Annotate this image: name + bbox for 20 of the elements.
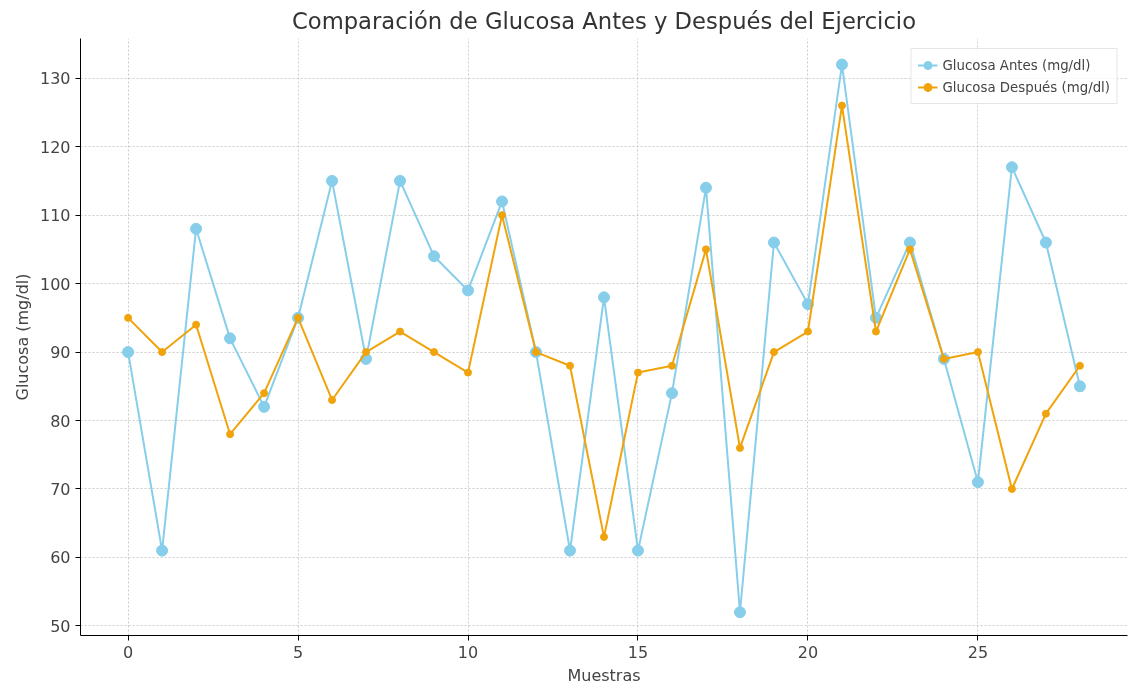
x-tick-label: 15 [627, 642, 649, 662]
y-tick-label: 130 [39, 69, 71, 89]
y-tick-label: 110 [39, 206, 71, 226]
legend-label: Glucosa Después (mg/dl) [942, 79, 1110, 95]
y-axis-title: Glucosa (mg/dl) [12, 273, 32, 401]
y-tick-label: 50 [50, 616, 71, 636]
x-tick-label: 5 [292, 642, 304, 662]
x-tick-label: 10 [457, 642, 479, 662]
chart-title: Comparación de Glucosa Antes y Después del Ejercicio [291, 7, 917, 34]
x-tick-label: 20 [797, 642, 819, 662]
x-tick-label: 25 [967, 642, 989, 662]
y-tick-label: 90 [50, 343, 71, 363]
x-axis-title: Muestras [567, 665, 641, 685]
y-tick-label: 100 [39, 274, 71, 294]
y-tick-label: 70 [50, 479, 71, 499]
y-tick-label: 60 [50, 548, 71, 568]
y-tick-label: 80 [50, 411, 71, 431]
x-tick-label: 0 [123, 642, 134, 662]
legend-label: Glucosa Antes (mg/dl) [942, 57, 1091, 73]
y-tick-label: 120 [39, 137, 71, 157]
